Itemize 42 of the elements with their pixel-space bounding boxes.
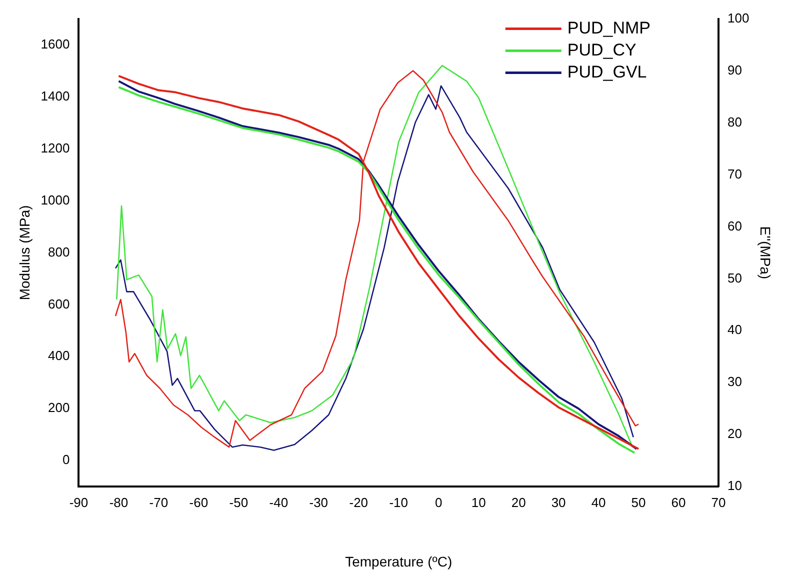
x-tick-label: 30 <box>551 494 566 510</box>
x-tick-label: -60 <box>189 494 208 510</box>
y2-tick-label: 70 <box>728 166 742 182</box>
x-tick-label: 70 <box>711 494 726 510</box>
y-tick-label: 1200 <box>40 140 70 156</box>
x-tick-label: -10 <box>389 494 408 510</box>
y-tick-label: 800 <box>48 244 70 260</box>
legend-label: PUD_CY <box>567 40 636 60</box>
x-tick-label: -80 <box>109 494 128 510</box>
y2-tick-label: 60 <box>728 218 742 234</box>
y2-tick-label: 10 <box>728 478 742 494</box>
y2-tick-label: 100 <box>728 10 750 26</box>
x-axis-title: Temperature (ºC) <box>345 553 452 570</box>
x-tick-label: 60 <box>671 494 686 510</box>
x-tick-label: -40 <box>269 494 288 510</box>
y-tick-label: 200 <box>48 400 70 416</box>
x-tick-label: 20 <box>511 494 526 510</box>
y-axis-title: Modulus (MPa) <box>16 205 32 300</box>
y-tick-label: 600 <box>48 296 70 312</box>
x-tick-label: 10 <box>471 494 486 510</box>
x-tick-label: -20 <box>349 494 368 510</box>
y2-tick-label: 80 <box>728 114 742 130</box>
y-tick-label: 1600 <box>40 36 70 52</box>
y-tick-label: 1000 <box>40 192 70 208</box>
y2-axis-title: E''(MPa) <box>758 226 774 280</box>
x-tick-label: 0 <box>434 494 442 510</box>
x-tick-label: 40 <box>591 494 606 510</box>
legend-label: PUD_NMP <box>567 18 651 38</box>
y2-tick-label: 40 <box>728 322 742 338</box>
y-tick-label: 1400 <box>40 88 70 104</box>
x-tick-label: -30 <box>309 494 328 510</box>
y-tick-label: 0 <box>62 452 70 468</box>
x-tick-label: -90 <box>69 494 88 510</box>
x-tick-label: -50 <box>229 494 248 510</box>
x-tick-label: -70 <box>149 494 168 510</box>
legend-label: PUD_GVL <box>567 62 647 82</box>
y2-tick-label: 50 <box>728 270 742 286</box>
y-tick-label: 400 <box>48 348 70 364</box>
y2-tick-label: 30 <box>728 374 742 390</box>
x-tick-label: 50 <box>631 494 646 510</box>
y2-tick-label: 20 <box>728 426 742 442</box>
y2-tick-label: 90 <box>728 62 742 78</box>
